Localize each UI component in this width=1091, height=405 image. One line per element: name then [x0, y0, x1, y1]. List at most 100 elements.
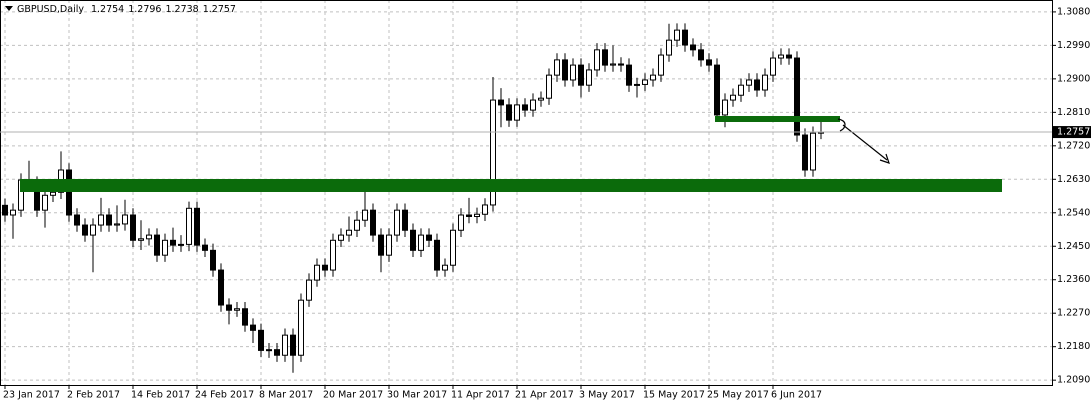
candle-body [434, 239, 440, 271]
candle-body [642, 79, 648, 85]
candle-body [370, 209, 376, 236]
x-tick-label: 2 Feb 2017 [67, 390, 120, 401]
x-tick-label: 25 May 2017 [707, 390, 769, 401]
candle-body [626, 64, 632, 86]
candle-body [394, 209, 400, 236]
candle-body [690, 44, 696, 51]
candle-body [130, 214, 136, 241]
candle-body [522, 104, 528, 111]
candle-body [290, 334, 296, 356]
candle-body [354, 219, 360, 231]
candle-body [194, 207, 200, 246]
candle-body [250, 324, 256, 331]
x-tick-label: 23 Jan 2017 [3, 390, 60, 401]
projection-arrow [842, 124, 888, 161]
candle-body [450, 229, 456, 266]
candle-body [770, 57, 776, 76]
candle-body [138, 238, 144, 241]
candle-body [162, 239, 168, 256]
candle-body [170, 239, 176, 246]
candle-body [570, 64, 576, 81]
y-tick-label: 1.2810 [1057, 107, 1090, 118]
y-tick-label: 1.2720 [1057, 140, 1090, 151]
y-tick-label: 1.3080 [1057, 6, 1090, 17]
candle-body [218, 269, 224, 306]
candle-body [746, 79, 752, 86]
candle-body [282, 334, 288, 356]
candle-body [274, 349, 280, 356]
candle-body [234, 308, 240, 311]
candle-body [810, 132, 816, 171]
x-tick-label: 14 Feb 2017 [131, 390, 190, 401]
candle-body [202, 244, 208, 251]
candle-body [122, 214, 128, 225]
candle-body [42, 194, 48, 211]
candle-body [418, 234, 424, 251]
candle-body [426, 234, 432, 241]
candle-body [362, 209, 368, 221]
grid [0, 0, 1052, 385]
candle-body [90, 224, 96, 236]
y-tick-label: 1.2360 [1057, 274, 1090, 285]
last-price-box [1053, 126, 1091, 139]
candle-body [554, 59, 560, 76]
open-value: 1.2754 [91, 4, 124, 15]
y-tick-label: 1.2450 [1057, 241, 1090, 252]
candle-body [74, 214, 80, 226]
candle-body [2, 204, 8, 216]
y-tick-label: 1.2630 [1057, 174, 1090, 185]
candle-body [266, 349, 272, 352]
x-tick-label: 3 May 2017 [579, 390, 635, 401]
support-zone [20, 179, 1002, 192]
candle-body [410, 229, 416, 251]
candle-body [538, 97, 544, 101]
plot-frame [0, 0, 1053, 386]
y-tick-label: 1.2180 [1057, 341, 1090, 352]
candle-body [666, 39, 672, 56]
candle-body [754, 79, 760, 91]
y-tick-label: 1.2090 [1057, 375, 1090, 386]
candle-body [442, 264, 448, 271]
x-tick-label: 15 May 2017 [643, 390, 705, 401]
x-tick-label: 20 Mar 2017 [323, 390, 383, 401]
candle-body [146, 234, 152, 240]
close-value: 1.2757 [203, 4, 236, 15]
candle-body [578, 64, 584, 86]
resistance-zone [715, 116, 840, 122]
candle-body [594, 49, 600, 71]
x-tick-label: 6 Jun 2017 [771, 390, 822, 401]
candle-body [186, 207, 192, 245]
high-value: 1.2796 [128, 4, 161, 15]
x-tick-label: 24 Feb 2017 [195, 390, 254, 401]
candle-body [618, 63, 624, 66]
candle-body [178, 243, 184, 246]
candle-body [114, 223, 120, 226]
candle-body [786, 54, 792, 59]
candle-body [498, 99, 504, 106]
candle-body [322, 264, 328, 271]
x-tick-label: 8 Mar 2017 [259, 390, 313, 401]
candle-body [10, 209, 16, 216]
candle-body [674, 29, 680, 41]
symbol: GBPUSD,Daily [17, 4, 84, 15]
candle-body [346, 229, 352, 236]
candle-body [650, 74, 656, 81]
candle-body [778, 54, 784, 59]
y-tick-label: 1.2990 [1057, 40, 1090, 51]
y-tick-label: 1.2540 [1057, 207, 1090, 218]
candle-body [378, 234, 384, 256]
low-value: 1.2738 [165, 4, 198, 15]
candle-body [514, 104, 520, 121]
candle-body [386, 234, 392, 256]
x-tick-label: 21 Apr 2017 [515, 390, 574, 401]
candle-body [82, 224, 88, 236]
y-tick-label: 1.2270 [1057, 308, 1090, 319]
candle-body [306, 279, 312, 301]
candle-body [738, 84, 744, 96]
x-tick-label: 11 Apr 2017 [451, 390, 510, 401]
last-price-label: 1.2757 [1057, 127, 1090, 138]
candle-body [298, 299, 304, 356]
